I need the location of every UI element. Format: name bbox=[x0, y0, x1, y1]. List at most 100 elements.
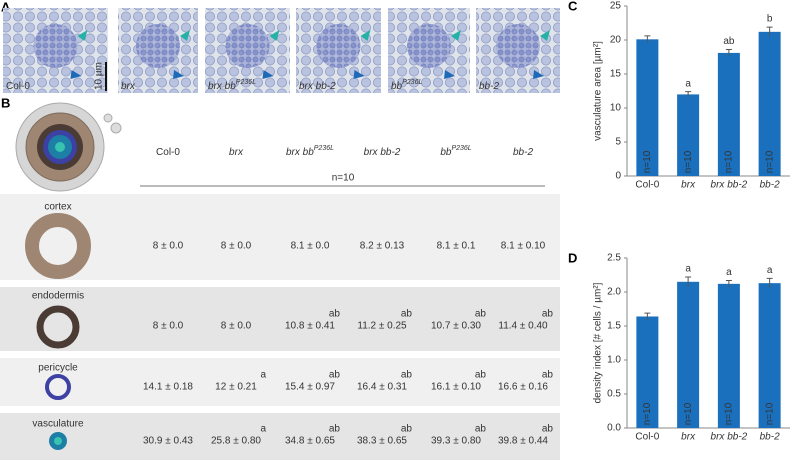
pericycle-icon bbox=[45, 374, 71, 400]
table-cell: 39.3 ± 0.80 bbox=[431, 436, 481, 447]
significance-letter: ab bbox=[401, 309, 413, 320]
label-text: brx bb bbox=[208, 81, 236, 92]
x-tick-label: Col-0 bbox=[635, 432, 659, 443]
micrograph-stele bbox=[33, 24, 78, 68]
bar-label: n=10 bbox=[724, 402, 735, 425]
significance-letter: ab bbox=[475, 424, 487, 435]
y-tick-label: 0.5 bbox=[607, 389, 621, 400]
tissue-label: endodermis bbox=[32, 291, 84, 302]
error-bar bbox=[725, 279, 732, 288]
scale-bar-label: 10 µm bbox=[94, 62, 105, 90]
error-bar bbox=[766, 26, 773, 37]
arrowhead bbox=[353, 70, 365, 79]
label-superscript: P236L bbox=[402, 79, 422, 86]
bar-label: n=10 bbox=[724, 150, 735, 173]
y-tick-label: 0.0 bbox=[607, 423, 621, 434]
significance-letter: ab bbox=[401, 370, 413, 381]
label-text: brx bb-2 bbox=[364, 147, 401, 158]
genotype-label: bbP236L bbox=[391, 79, 422, 92]
significance-letter: a bbox=[726, 267, 732, 278]
y-tick-label: 2.0 bbox=[607, 287, 621, 298]
arrowhead bbox=[173, 70, 184, 79]
y-tick-label: 1.5 bbox=[607, 321, 621, 332]
bar bbox=[677, 94, 700, 176]
vasculature-icon bbox=[54, 437, 62, 445]
bar-label: n=10 bbox=[764, 150, 775, 173]
label-superscript: P236L bbox=[314, 145, 334, 152]
panel-a: A bbox=[1, 0, 11, 14]
y-axis-label: vasculature area [µm²] bbox=[593, 41, 604, 141]
x-tick-label: bb-2 bbox=[760, 180, 780, 191]
table-cell: 12 ± 0.21 bbox=[215, 382, 257, 393]
genotype-label: brx bbox=[121, 81, 136, 92]
significance-letter: ab bbox=[542, 309, 554, 320]
table-cell: 14.1 ± 0.18 bbox=[143, 382, 193, 393]
bar bbox=[677, 281, 700, 428]
genotype-label: brx bbox=[229, 147, 244, 158]
label-text: brx bb-2 bbox=[299, 81, 336, 92]
x-tick-label: Col-0 bbox=[635, 180, 659, 191]
error-bar bbox=[685, 276, 692, 287]
genotype-label: bb-2 bbox=[479, 81, 499, 92]
table-cell: 8 ± 0.0 bbox=[221, 241, 252, 252]
micrograph-stele bbox=[316, 24, 361, 68]
significance-letter: b bbox=[767, 14, 773, 25]
table-cell: 8.1 ± 0.0 bbox=[291, 241, 330, 252]
cortex-icon bbox=[25, 213, 91, 279]
table-cell: 11.4 ± 0.40 bbox=[498, 321, 548, 332]
genotype-label: brx bbP236L bbox=[208, 79, 256, 92]
table-cell: 8 ± 0.0 bbox=[221, 321, 252, 332]
y-tick-label: 0 bbox=[615, 171, 621, 182]
bar-label: n=10 bbox=[642, 402, 653, 425]
micrograph-stele bbox=[225, 24, 270, 68]
root-schematic bbox=[15, 102, 122, 192]
tissue-label: cortex bbox=[44, 202, 71, 213]
arrowhead bbox=[262, 70, 274, 79]
arrowhead bbox=[451, 30, 461, 41]
arrowhead bbox=[70, 70, 82, 79]
table-cell: 8.1 ± 0.1 bbox=[437, 241, 476, 252]
label-text: bb-2 bbox=[479, 81, 499, 92]
label-text: bb bbox=[440, 147, 452, 158]
micrograph-stele bbox=[407, 24, 451, 68]
genotype-label: bbP236L bbox=[440, 145, 471, 158]
significance-letter: ab bbox=[723, 36, 735, 47]
bar bbox=[717, 283, 740, 428]
label-text: brx bbox=[229, 147, 244, 158]
arrowhead bbox=[533, 70, 544, 79]
error-bar bbox=[685, 91, 692, 98]
bar bbox=[717, 52, 740, 176]
y-tick-label: 20 bbox=[610, 35, 622, 46]
row-band bbox=[0, 287, 560, 351]
significance-letter: ab bbox=[542, 370, 554, 381]
error-bar bbox=[725, 49, 732, 57]
x-tick-label: brx bbox=[681, 432, 696, 443]
panel-letter: A bbox=[1, 0, 11, 14]
genotype-label: brx bbP236L bbox=[286, 145, 334, 158]
label-text: Col-0 bbox=[156, 147, 180, 158]
table-cell: 16.4 ± 0.31 bbox=[357, 382, 407, 393]
arrowhead bbox=[77, 30, 88, 41]
significance-letter: ab bbox=[475, 309, 487, 320]
error-bar bbox=[644, 35, 651, 43]
bar-label: n=10 bbox=[642, 150, 653, 173]
table-cell: 15.4 ± 0.97 bbox=[285, 382, 335, 393]
label-text: bb bbox=[391, 81, 403, 92]
tissue-label: vasculature bbox=[32, 419, 84, 430]
label-text: bb-2 bbox=[513, 147, 533, 158]
table-cell: 10.7 ± 0.30 bbox=[431, 321, 481, 332]
y-tick-label: 5 bbox=[615, 137, 621, 148]
table-cell: 16.6 ± 0.16 bbox=[498, 382, 548, 393]
label-superscript: P236L bbox=[451, 145, 471, 152]
genotype-label: brx bb-2 bbox=[364, 147, 401, 158]
significance-letter: a bbox=[260, 424, 266, 435]
bar-label: n=10 bbox=[683, 402, 694, 425]
genotype-label: Col-0 bbox=[6, 81, 30, 92]
endodermis-icon bbox=[36, 305, 80, 349]
error-bar bbox=[644, 312, 651, 320]
significance-letter: ab bbox=[475, 370, 487, 381]
panel-b: B bbox=[0, 95, 560, 460]
significance-letter: ab bbox=[329, 370, 341, 381]
arrowhead bbox=[444, 70, 455, 79]
